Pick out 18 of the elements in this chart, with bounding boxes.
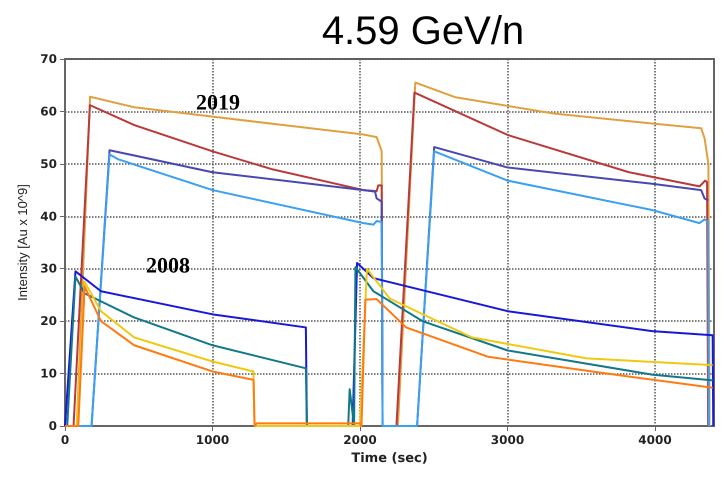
x-tick-label: 1000 <box>196 433 230 447</box>
annotation: 2019 <box>196 90 240 114</box>
x-tick-label: 4000 <box>638 433 672 447</box>
chart-title: 4.59 GeV/n <box>322 9 524 53</box>
y-tick-label: 0 <box>48 419 57 433</box>
x-tick-label: 3000 <box>490 433 524 447</box>
y-tick-label: 50 <box>40 156 57 171</box>
y-axis-title: Intensity [Au x 10^9] <box>15 184 30 301</box>
y-tick-label: 60 <box>40 104 57 118</box>
y-tick-label: 10 <box>40 366 57 381</box>
annotation: 2008 <box>146 252 190 278</box>
x-tick-label: 2000 <box>343 433 377 447</box>
x-axis-title: Time (sec) <box>351 451 428 466</box>
y-tick-label: 20 <box>40 314 57 328</box>
y-tick-label: 30 <box>40 262 57 276</box>
x-tick-label: 0 <box>60 433 70 447</box>
y-tick-label: 70 <box>40 52 57 66</box>
y-tick-label: 40 <box>40 209 57 224</box>
